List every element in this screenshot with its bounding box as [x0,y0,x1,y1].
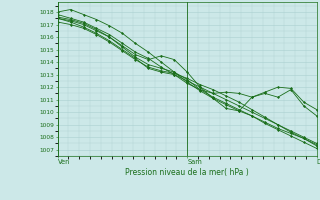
X-axis label: Pression niveau de la mer( hPa ): Pression niveau de la mer( hPa ) [125,168,249,177]
